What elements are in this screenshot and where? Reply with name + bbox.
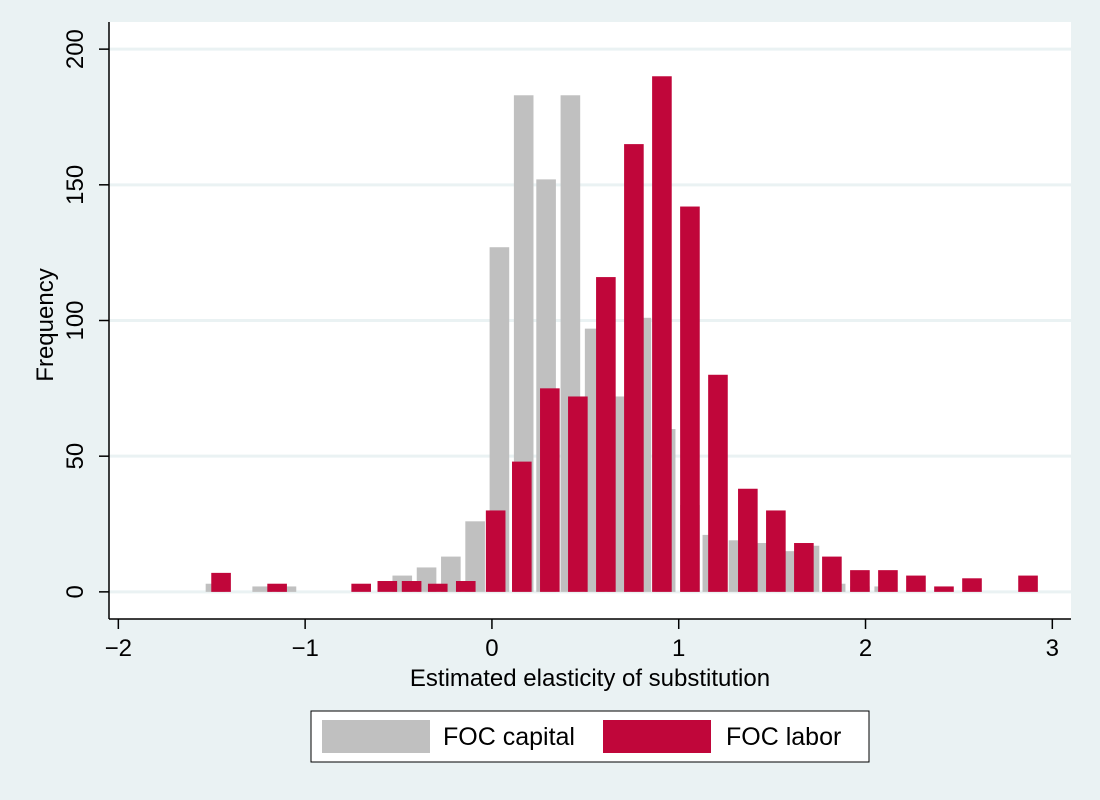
bar-series1-15 [708, 374, 728, 592]
bar-series1-3 [377, 581, 398, 592]
bar-series1-7 [485, 510, 506, 592]
x-axis-label: Estimated elasticity of substitution [410, 665, 770, 692]
bars [205, 76, 1038, 592]
bar-series1-12 [624, 144, 644, 592]
x-tick-label-1: −1 [291, 635, 318, 662]
bar-series1-17 [766, 510, 786, 592]
legend-swatch-foc-capital [322, 720, 430, 753]
ticks: −2 −1 0 1 2 3 0 50 100 150 200 [62, 29, 1059, 662]
bar-series1-22 [906, 575, 926, 592]
x-tick-label-5: 3 [1046, 635, 1059, 662]
legend-label-foc-labor: FOC labor [726, 723, 841, 751]
bar-series1-16 [738, 488, 758, 592]
x-tick-label-0: −2 [105, 635, 132, 662]
x-tick-label-2: 0 [485, 635, 498, 662]
bar-series1-23 [934, 586, 954, 592]
bar-series1-19 [822, 556, 842, 592]
bar-series1-13 [652, 76, 672, 592]
bar-series1-21 [878, 570, 898, 592]
x-tick-label-3: 1 [672, 635, 685, 662]
y-tick-label-2: 100 [62, 300, 89, 340]
bar-series1-1 [267, 583, 287, 592]
y-tick-label-3: 150 [62, 165, 89, 205]
bar-series1-2 [351, 583, 371, 592]
bar-series1-4 [401, 581, 422, 592]
bar-series1-0 [211, 572, 231, 592]
bar-series0-6 [465, 521, 485, 592]
bar-series0-1 [252, 586, 272, 592]
bar-series1-11 [596, 277, 616, 592]
legend-swatch-foc-labor [603, 720, 711, 753]
bar-series0-5 [441, 556, 461, 592]
bar-series1-14 [680, 206, 700, 592]
bar-series1-10 [568, 396, 588, 592]
y-tick-label-0: 0 [62, 585, 89, 598]
bar-series1-20 [850, 570, 870, 592]
bar-series1-25 [1018, 575, 1038, 592]
bar-series1-8 [512, 461, 532, 592]
bar-series1-24 [962, 578, 982, 592]
bar-series0-7 [489, 247, 510, 592]
legend: FOC capital FOC labor [310, 710, 870, 763]
y-axis-label: Frequency [32, 268, 59, 381]
bar-series1-6 [455, 581, 476, 592]
bar-series1-18 [794, 543, 814, 592]
y-tick-label-4: 200 [62, 29, 89, 69]
legend-label-foc-capital: FOC capital [443, 723, 575, 751]
series-1 [211, 76, 1038, 592]
bar-series1-5 [427, 583, 448, 592]
x-tick-label-4: 2 [859, 635, 872, 662]
bar-series1-9 [540, 388, 560, 592]
y-tick-label-1: 50 [62, 443, 89, 470]
